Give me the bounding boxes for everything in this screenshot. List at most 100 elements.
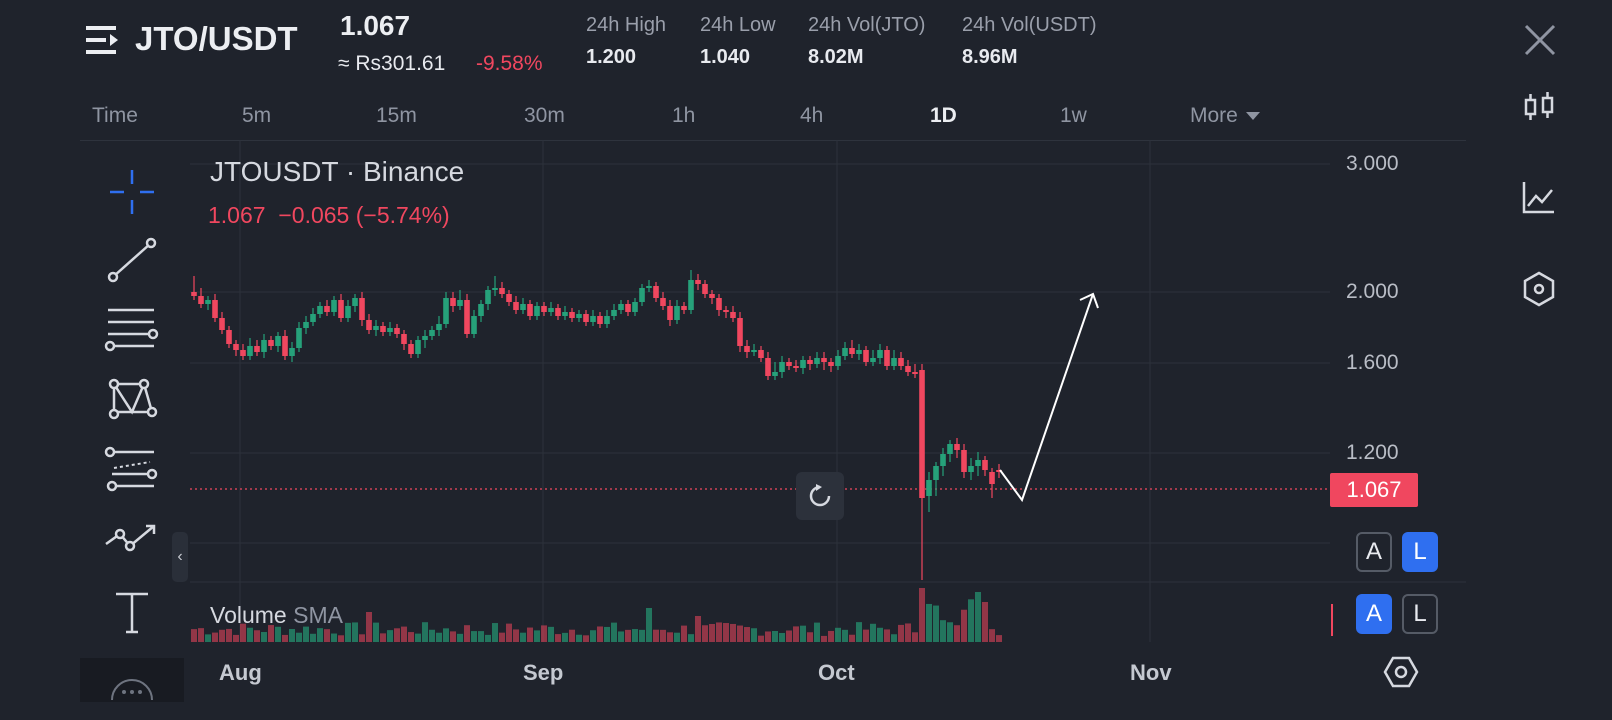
candle-body [590, 316, 596, 322]
candle-body [233, 344, 239, 350]
tf-more[interactable]: More [1190, 104, 1260, 128]
pair-title[interactable]: JTO/USDT [135, 20, 298, 57]
volume-bar [842, 629, 848, 642]
candle-body [387, 328, 393, 332]
volume-bar [611, 622, 617, 642]
candle-body [891, 358, 897, 366]
volume-bar [492, 623, 498, 642]
volume-bar [702, 625, 708, 642]
volume-bar [219, 629, 225, 642]
candle-body [226, 330, 232, 344]
candle-body [786, 362, 792, 366]
volume-bar [275, 626, 281, 642]
volume-bar [240, 623, 246, 642]
volume-bar [814, 622, 820, 642]
candle-body [989, 472, 995, 484]
path-icon[interactable] [100, 514, 164, 570]
tf-5m[interactable]: 5m [242, 104, 272, 127]
candle-body [842, 348, 848, 356]
volume-bar [667, 632, 673, 642]
horizontal-lines-icon[interactable] [100, 304, 164, 360]
volume-bar [415, 633, 421, 642]
candle-body [716, 298, 722, 310]
candle-body [576, 314, 582, 318]
tf-1d[interactable]: 1D [930, 104, 957, 127]
volume-bar [205, 634, 211, 642]
text-icon[interactable] [100, 584, 164, 640]
reset-chart-button[interactable] [796, 472, 844, 520]
candle-body [653, 286, 659, 298]
volume-bar [513, 629, 519, 642]
tf-1h[interactable]: 1h [672, 104, 696, 127]
volume-bar [352, 622, 358, 642]
price-auto-scale-button[interactable]: A [1356, 532, 1392, 572]
candle-body [961, 450, 967, 472]
tf-1w[interactable]: 1w [1060, 104, 1087, 127]
candle-body [933, 466, 939, 480]
crosshair-icon[interactable] [100, 164, 164, 220]
volume-bar [331, 633, 337, 642]
pattern-icon[interactable] [100, 374, 164, 430]
drawn-path-arrowhead [1079, 292, 1099, 309]
volume-bar [429, 629, 435, 642]
volume-bar [765, 631, 771, 642]
candle-body [569, 312, 575, 318]
candle-body [485, 290, 491, 304]
candle-body [219, 318, 225, 330]
candle-body [464, 300, 470, 334]
candle-body [296, 328, 302, 348]
tf-time[interactable]: Time [92, 104, 138, 127]
candle-body [849, 348, 855, 354]
candle-body [618, 304, 624, 310]
candle-body [422, 336, 428, 340]
candle-body [730, 312, 736, 318]
volume-bar [772, 630, 778, 642]
volume-bar [345, 622, 351, 642]
candle-body [408, 344, 414, 354]
volume-bar [604, 626, 610, 642]
candle-body [555, 308, 561, 316]
tf-15m[interactable]: 15m [376, 104, 417, 127]
chart-settings-icon[interactable] [1520, 270, 1558, 308]
volume-bar [793, 626, 799, 642]
tf-30m[interactable]: 30m [524, 104, 565, 127]
tf-4h[interactable]: 4h [800, 104, 824, 127]
y-tick-1600: 1.600 [1346, 351, 1399, 374]
price-log-scale-button[interactable]: L [1402, 532, 1438, 572]
last-price-tag: 1.067 [1330, 473, 1418, 507]
volume-log-scale-button[interactable]: L [1402, 594, 1438, 634]
candle-body [779, 362, 785, 372]
candlestick-type-icon[interactable] [1520, 88, 1558, 126]
axis-settings-icon[interactable] [1383, 656, 1419, 688]
volume-auto-scale-button[interactable]: A [1356, 594, 1392, 634]
candle-body [583, 314, 589, 322]
volume-bar [695, 616, 701, 642]
stat-low-label: 24h Low [700, 14, 776, 36]
volume-bar [338, 635, 344, 642]
volume-bar [954, 625, 960, 642]
candle-body [282, 336, 288, 356]
candle-body [688, 280, 694, 310]
volume-bar [653, 629, 659, 642]
stat-vol-jto-label: 24h Vol(JTO) [808, 14, 926, 36]
close-icon[interactable] [1522, 22, 1558, 58]
fib-channel-icon[interactable] [100, 444, 164, 500]
toolbar-collapse-tab[interactable]: ‹ [172, 532, 188, 582]
trendline-icon[interactable] [100, 234, 164, 290]
candle-body [562, 312, 568, 316]
candle-body [345, 306, 351, 318]
candle-body [534, 306, 540, 316]
indicators-icon[interactable] [1520, 178, 1558, 216]
candle-body [359, 298, 365, 320]
candle-body [625, 304, 631, 312]
volume-bar [856, 622, 862, 642]
candle-body [940, 454, 946, 466]
menu-icon[interactable] [86, 24, 120, 56]
candle-body [835, 356, 841, 366]
volume-bar [261, 632, 267, 642]
volume-bar [478, 631, 484, 642]
more-tools-icon[interactable] [110, 670, 154, 700]
candle-body [289, 348, 295, 356]
candle-body [436, 324, 442, 330]
